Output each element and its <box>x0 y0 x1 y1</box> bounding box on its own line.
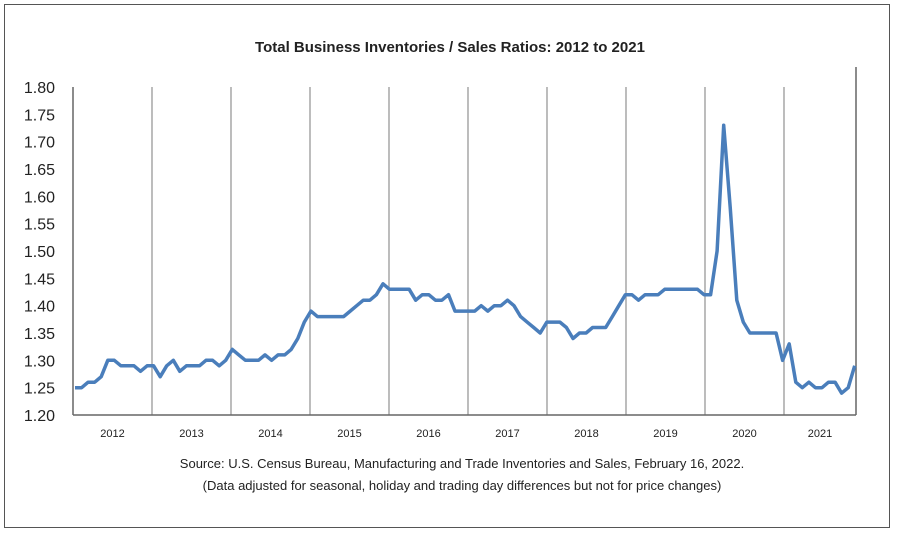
source-note: Source: U.S. Census Bureau, Manufacturin… <box>180 456 744 471</box>
y-tick-label: 1.70 <box>24 135 55 152</box>
x-tick-label: 2012 <box>100 428 124 440</box>
y-tick-label: 1.65 <box>24 162 55 179</box>
x-tick-label: 2015 <box>337 428 361 440</box>
x-tick-label: 2016 <box>416 428 440 440</box>
y-tick-label: 1.25 <box>24 381 55 398</box>
y-tick-label: 1.40 <box>24 299 55 316</box>
x-tick-label: 2013 <box>179 428 203 440</box>
x-tick-label: 2017 <box>495 428 519 440</box>
y-tick-label: 1.55 <box>24 217 55 234</box>
y-tick-label: 1.50 <box>24 244 55 261</box>
x-tick-label: 2018 <box>574 428 598 440</box>
y-tick-label: 1.45 <box>24 271 55 288</box>
y-tick-label: 1.75 <box>24 107 55 124</box>
x-tick-label: 2014 <box>258 428 282 440</box>
x-tick-label: 2020 <box>732 428 756 440</box>
y-tick-label: 1.30 <box>24 353 55 370</box>
y-tick-label: 1.80 <box>24 80 55 97</box>
y-tick-label: 1.35 <box>24 326 55 343</box>
y-tick-label: 1.20 <box>24 408 55 425</box>
x-tick-label: 2021 <box>808 428 832 440</box>
series-line <box>75 123 857 395</box>
x-tick-label: 2019 <box>653 428 677 440</box>
chart-title: Total Business Inventories / Sales Ratio… <box>255 39 645 56</box>
chart-frame <box>4 4 890 528</box>
y-tick-label: 1.60 <box>24 189 55 206</box>
adjustment-note: (Data adjusted for seasonal, holiday and… <box>203 478 722 493</box>
